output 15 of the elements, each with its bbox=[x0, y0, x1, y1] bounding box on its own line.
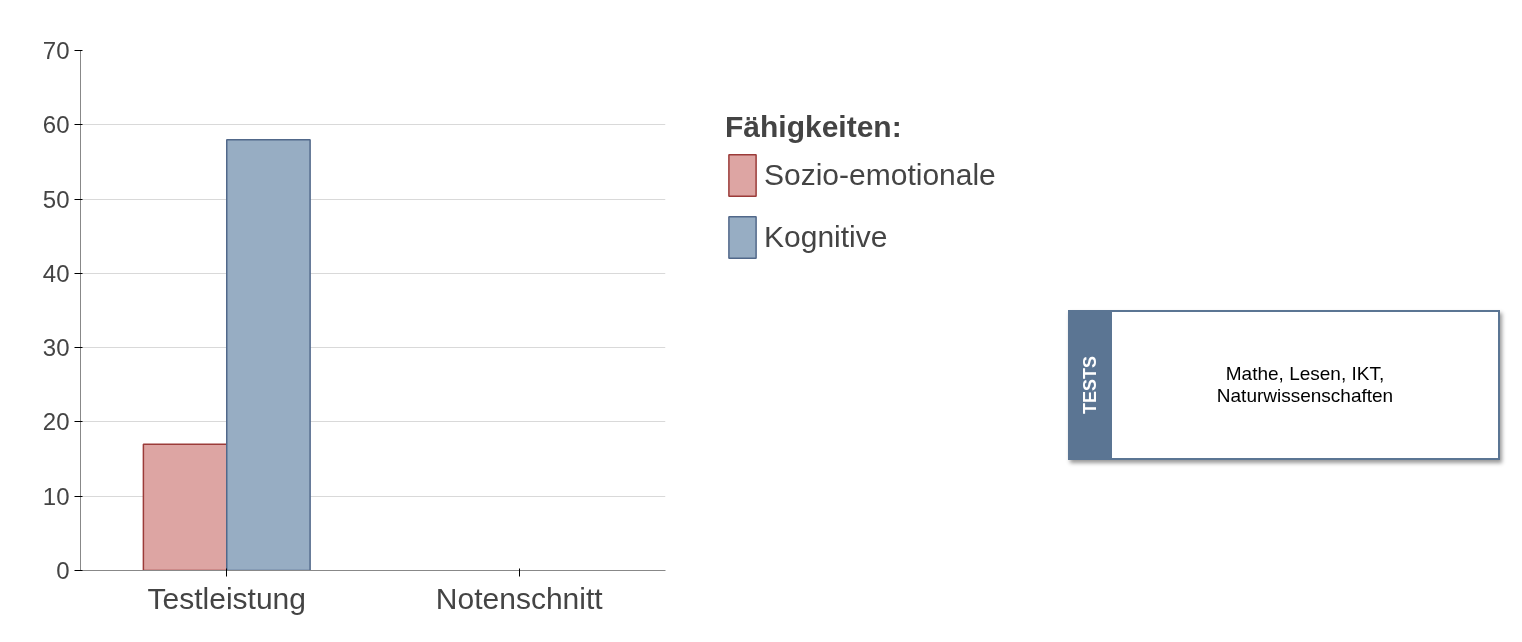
y-tick-label: 60 bbox=[42, 111, 70, 139]
legend-label: Kognitive bbox=[764, 219, 888, 255]
x-tick-label: Notenschnitt bbox=[435, 581, 604, 615]
text: TESTS bbox=[1079, 355, 1101, 414]
x-tick-label: Testleistung bbox=[147, 581, 306, 615]
y-tick-label: 50 bbox=[42, 185, 70, 213]
y-tick-label: 30 bbox=[42, 334, 70, 362]
legend-title: Fähigkeiten: bbox=[725, 110, 903, 144]
text: Mathe, Lesen, IKT, Naturwissenschaften bbox=[1112, 310, 1500, 460]
y-tick-label: 10 bbox=[42, 482, 70, 510]
legend-label: Sozio-emotionale bbox=[764, 157, 996, 193]
y-tick-label: 20 bbox=[42, 408, 70, 436]
y-tick-label: 40 bbox=[42, 259, 70, 287]
y-tick-label: 70 bbox=[42, 37, 70, 64]
y-tick-label: 0 bbox=[56, 557, 70, 584]
